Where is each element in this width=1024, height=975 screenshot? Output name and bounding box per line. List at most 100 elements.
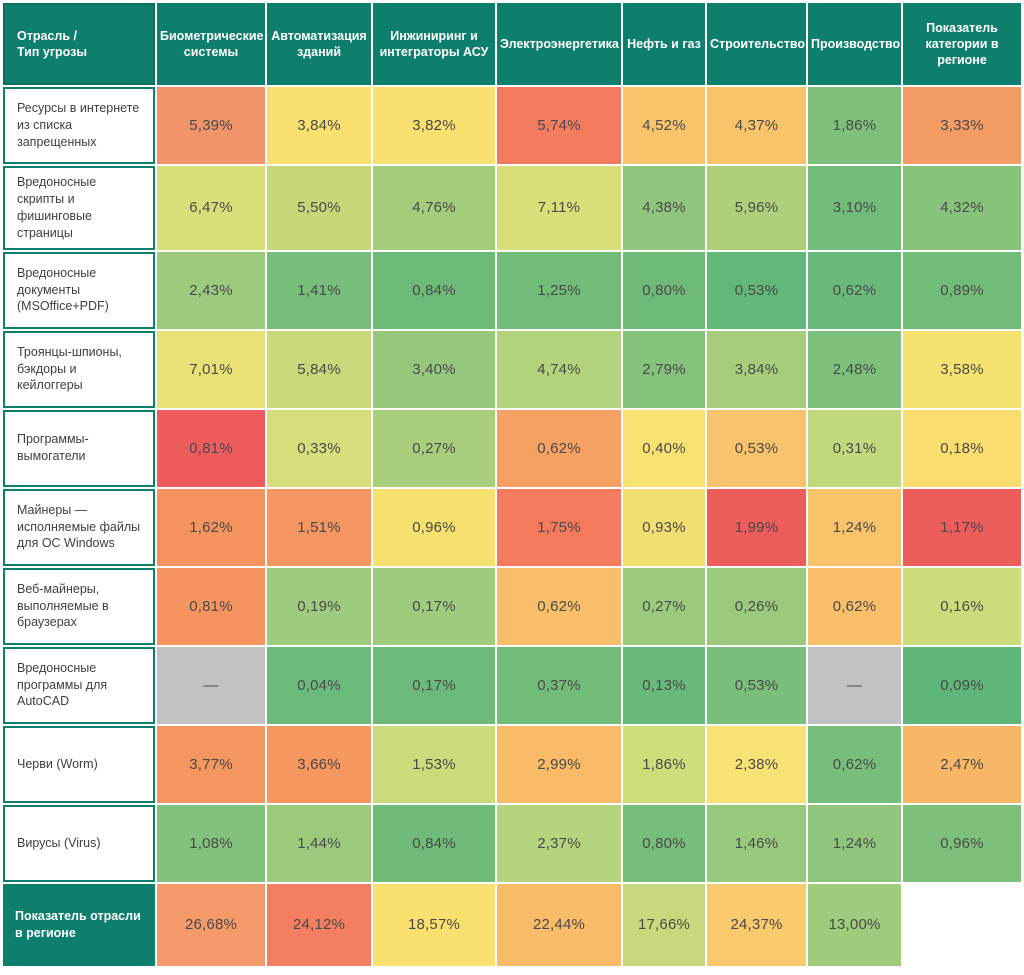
table-row: Программы-вымогатели 0,81% 0,33% 0,27% 0,62%… <box>3 409 1021 487</box>
heatmap-value-cell: 5,74% <box>497 87 621 164</box>
heatmap-value-cell: 1,08% <box>157 804 265 882</box>
heatmap-value-cell: 0,62% <box>808 251 901 329</box>
footer-value-cell: 24,37% <box>707 883 806 966</box>
row-label-cell: Троянцы-шпионы, бэкдоры и кейлоггеры <box>3 330 155 408</box>
table-row: Троянцы-шпионы, бэкдоры и кейлоггеры 7,01… <box>3 330 1021 408</box>
heatmap-value-cell: 0,37% <box>497 646 621 724</box>
footer-row-label: Показатель отрасли в регионе <box>3 883 155 966</box>
row-label-cell: Черви (Worm) <box>3 725 155 803</box>
heatmap-value-cell: 4,52% <box>623 87 705 164</box>
heatmap-value-cell: 1,86% <box>623 725 705 803</box>
table-row: Вирусы (Virus) 1,08% 1,44% 0,84% 2,37% 0,80% 1… <box>3 804 1021 882</box>
heatmap-value-cell: 0,93% <box>623 488 705 566</box>
heatmap-value-cell: 0,81% <box>157 567 265 645</box>
heatmap-value-cell: 0,13% <box>623 646 705 724</box>
heatmap-value-cell: 2,38% <box>707 725 806 803</box>
heatmap-value-cell: 1,25% <box>497 251 621 329</box>
heatmap-value-cell: 0,62% <box>808 725 901 803</box>
heatmap-value-cell: 5,50% <box>267 166 371 250</box>
heatmap-value-cell: 1,44% <box>267 804 371 882</box>
heatmap-value-cell: 3,77% <box>157 725 265 803</box>
footer-value-cell: 13,00% <box>808 883 901 966</box>
footer-value-cell <box>903 883 1021 966</box>
heatmap-value-cell: 4,38% <box>623 166 705 250</box>
heatmap-value-cell: 0,53% <box>707 251 806 329</box>
heatmap-value-cell: 0,62% <box>808 567 901 645</box>
row-label-cell: Вредоносные скрипты и фишинговые страниц… <box>3 166 155 250</box>
heatmap-value-cell: 1,75% <box>497 488 621 566</box>
heatmap-value-cell: 1,41% <box>267 251 371 329</box>
column-header-cell: Производство <box>808 3 901 85</box>
heatmap-value-cell: 3,82% <box>373 87 495 164</box>
row-label-cell: Ресурсы в интернете из списка запрещенны… <box>3 87 155 164</box>
column-header-cell: Нефть и газ <box>623 3 705 85</box>
table-row: Веб-майнеры, выполняемые в браузерах 0,81… <box>3 567 1021 645</box>
column-header-cell: Биометрические системы <box>157 3 265 85</box>
heatmap-value-cell: 0,09% <box>903 646 1021 724</box>
row-label-cell: Вредоносные программы для AutoCAD <box>3 646 155 724</box>
heatmap-value-cell: 2,79% <box>623 330 705 408</box>
heatmap-value-cell: 2,99% <box>497 725 621 803</box>
heatmap-value-cell: 2,48% <box>808 330 901 408</box>
footer-value-cell: 18,57% <box>373 883 495 966</box>
heatmap-value-cell: 4,74% <box>497 330 621 408</box>
heatmap-value-cell: 3,58% <box>903 330 1021 408</box>
heatmap-value-cell: 4,37% <box>707 87 806 164</box>
corner-header-cell: Отрасль / Тип угрозы <box>3 3 155 85</box>
column-header-cell: Инжиниринг и интеграторы АСУ <box>373 3 495 85</box>
heatmap-value-cell: 0,84% <box>373 804 495 882</box>
heatmap-value-cell: — <box>808 646 901 724</box>
heatmap-value-cell: 0,18% <box>903 409 1021 487</box>
heatmap-body: Ресурсы в интернете из списка запрещенны… <box>3 87 1021 882</box>
heatmap-value-cell: 0,53% <box>707 409 806 487</box>
heatmap-value-cell: 0,17% <box>373 646 495 724</box>
heatmap-value-cell: 5,96% <box>707 166 806 250</box>
heatmap-value-cell: 2,37% <box>497 804 621 882</box>
heatmap-value-cell: 0,04% <box>267 646 371 724</box>
heatmap-value-cell: 0,89% <box>903 251 1021 329</box>
footer-row: Показатель отрасли в регионе 26,68% 24,12… <box>3 883 1021 966</box>
heatmap-value-cell: 5,39% <box>157 87 265 164</box>
heatmap-value-cell: 0,27% <box>623 567 705 645</box>
row-label-cell: Вредоносные документы (MSOffice+PDF) <box>3 251 155 329</box>
heatmap-value-cell: 4,32% <box>903 166 1021 250</box>
heatmap-value-cell: 0,16% <box>903 567 1021 645</box>
heatmap-value-cell: 0,40% <box>623 409 705 487</box>
heatmap-value-cell: 4,76% <box>373 166 495 250</box>
column-header-cell: Строительство <box>707 3 806 85</box>
heatmap-value-cell: 0,62% <box>497 409 621 487</box>
footer-value-cell: 24,12% <box>267 883 371 966</box>
heatmap-value-cell: 3,84% <box>267 87 371 164</box>
heatmap-value-cell: 1,17% <box>903 488 1021 566</box>
table-row: Вредоносные документы (MSOffice+PDF) 2,43… <box>3 251 1021 329</box>
heatmap-value-cell: 1,46% <box>707 804 806 882</box>
column-header-cell: Автоматизация зданий <box>267 3 371 85</box>
heatmap-value-cell: 1,51% <box>267 488 371 566</box>
heatmap-value-cell: 0,80% <box>623 251 705 329</box>
heatmap-value-cell: 1,24% <box>808 488 901 566</box>
heatmap-value-cell: 1,24% <box>808 804 901 882</box>
heatmap-value-cell: 3,66% <box>267 725 371 803</box>
heatmap-value-cell: — <box>157 646 265 724</box>
heatmap-value-cell: 3,10% <box>808 166 901 250</box>
heatmap-value-cell: 0,17% <box>373 567 495 645</box>
table-row: Майнеры — исполняемые файлы для ОС Windo… <box>3 488 1021 566</box>
heatmap-value-cell: 0,62% <box>497 567 621 645</box>
row-label-cell: Майнеры — исполняемые файлы для ОС Windo… <box>3 488 155 566</box>
heatmap-value-cell: 1,53% <box>373 725 495 803</box>
heatmap-value-cell: 0,33% <box>267 409 371 487</box>
heatmap-value-cell: 1,99% <box>707 488 806 566</box>
header-row: Отрасль / Тип угрозы Биометрические сист… <box>3 3 1021 85</box>
heatmap-value-cell: 3,84% <box>707 330 806 408</box>
heatmap-value-cell: 0,26% <box>707 567 806 645</box>
table-row: Вредоносные скрипты и фишинговые страниц… <box>3 166 1021 250</box>
heatmap-value-cell: 7,11% <box>497 166 621 250</box>
heatmap-value-cell: 1,86% <box>808 87 901 164</box>
heatmap-value-cell: 3,33% <box>903 87 1021 164</box>
heatmap-value-cell: 0,27% <box>373 409 495 487</box>
table-row: Черви (Worm) 3,77% 3,66% 1,53% 2,99% 1,86% 2,3… <box>3 725 1021 803</box>
heatmap-value-cell: 2,43% <box>157 251 265 329</box>
table-row: Вредоносные программы для AutoCAD —0,04% 0… <box>3 646 1021 724</box>
heatmap-value-cell: 0,31% <box>808 409 901 487</box>
